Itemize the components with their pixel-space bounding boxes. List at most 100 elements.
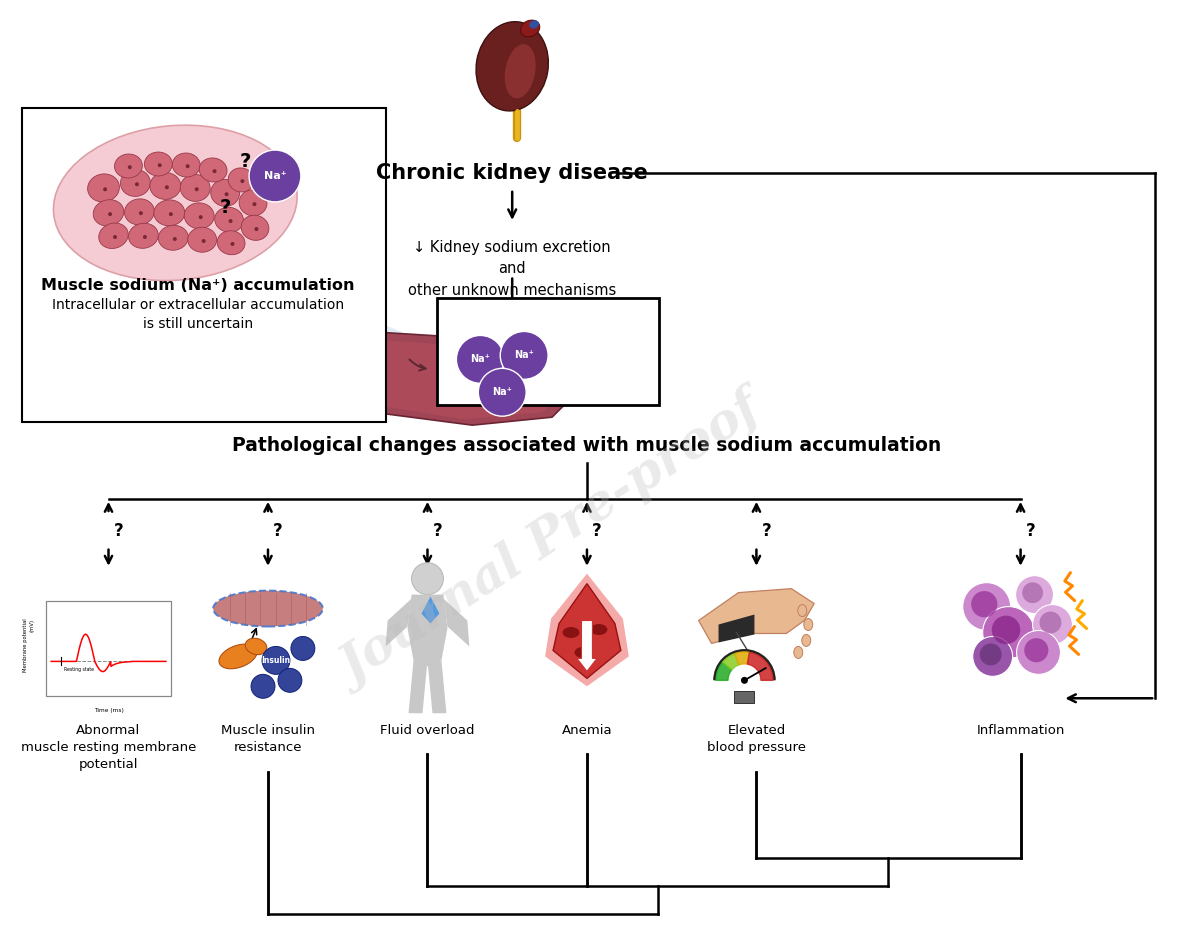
Text: ?: ? <box>239 152 251 170</box>
Text: ?: ? <box>762 522 772 540</box>
Text: ?: ? <box>274 522 283 540</box>
Circle shape <box>983 607 1034 658</box>
Circle shape <box>113 235 116 239</box>
Ellipse shape <box>215 207 244 232</box>
Circle shape <box>262 647 290 674</box>
Circle shape <box>169 212 173 216</box>
Polygon shape <box>385 599 412 647</box>
Circle shape <box>991 616 1020 644</box>
Ellipse shape <box>199 158 227 182</box>
Polygon shape <box>734 652 749 665</box>
Circle shape <box>412 563 444 595</box>
Ellipse shape <box>154 200 185 225</box>
Circle shape <box>173 237 176 241</box>
Circle shape <box>186 164 190 169</box>
FancyBboxPatch shape <box>47 601 170 696</box>
Ellipse shape <box>245 638 266 654</box>
Text: Time (ms): Time (ms) <box>94 707 124 713</box>
Circle shape <box>240 179 245 183</box>
Ellipse shape <box>88 174 120 202</box>
Ellipse shape <box>180 174 210 202</box>
Ellipse shape <box>211 179 240 206</box>
Text: ↓ Kidney sodium excretion
and
other unknown mechanisms: ↓ Kidney sodium excretion and other unkn… <box>408 240 617 298</box>
Polygon shape <box>545 574 629 687</box>
Circle shape <box>230 241 234 246</box>
Ellipse shape <box>120 170 150 196</box>
Ellipse shape <box>529 20 539 28</box>
Polygon shape <box>719 615 755 642</box>
Circle shape <box>979 643 1002 666</box>
FancyBboxPatch shape <box>22 108 385 422</box>
Ellipse shape <box>228 168 254 192</box>
Ellipse shape <box>217 231 245 255</box>
Text: Journal Pre-proof: Journal Pre-proof <box>332 387 772 696</box>
Circle shape <box>251 674 275 698</box>
Circle shape <box>224 192 228 196</box>
Circle shape <box>228 219 233 223</box>
Polygon shape <box>263 273 402 397</box>
Ellipse shape <box>241 215 269 241</box>
Ellipse shape <box>218 644 257 669</box>
Ellipse shape <box>239 189 266 216</box>
Circle shape <box>290 636 314 660</box>
Circle shape <box>962 582 1010 631</box>
Circle shape <box>252 202 257 206</box>
Ellipse shape <box>794 647 803 658</box>
Text: ?: ? <box>592 522 602 540</box>
Ellipse shape <box>575 647 592 658</box>
Ellipse shape <box>54 125 298 280</box>
Circle shape <box>971 591 997 617</box>
Ellipse shape <box>125 199 155 224</box>
Text: Na⁺: Na⁺ <box>264 171 287 181</box>
Circle shape <box>108 212 112 216</box>
Circle shape <box>1025 638 1049 662</box>
Circle shape <box>157 163 162 168</box>
Text: Muscle sodium (Na⁺) accumulation: Muscle sodium (Na⁺) accumulation <box>42 278 355 294</box>
Ellipse shape <box>521 20 540 37</box>
Polygon shape <box>698 589 815 643</box>
Circle shape <box>278 669 302 692</box>
Polygon shape <box>427 660 446 713</box>
Text: ?: ? <box>114 522 124 540</box>
Ellipse shape <box>94 200 124 226</box>
Ellipse shape <box>798 604 806 616</box>
Circle shape <box>479 368 526 416</box>
Text: Pathological changes associated with muscle sodium accumulation: Pathological changes associated with mus… <box>233 436 942 455</box>
Ellipse shape <box>476 22 548 111</box>
Ellipse shape <box>802 634 811 647</box>
Circle shape <box>250 150 301 202</box>
Polygon shape <box>421 597 439 623</box>
Circle shape <box>1022 582 1043 603</box>
FancyBboxPatch shape <box>438 297 659 405</box>
Ellipse shape <box>187 227 217 252</box>
Text: Elevated
blood pressure: Elevated blood pressure <box>707 724 806 754</box>
Circle shape <box>1015 576 1054 614</box>
Ellipse shape <box>158 225 188 250</box>
Ellipse shape <box>114 154 143 178</box>
Text: Na⁺: Na⁺ <box>515 350 534 361</box>
Circle shape <box>199 215 203 219</box>
Circle shape <box>973 636 1013 676</box>
Circle shape <box>500 331 548 380</box>
Circle shape <box>128 165 132 170</box>
Circle shape <box>139 211 143 215</box>
Text: Na⁺: Na⁺ <box>470 354 491 365</box>
Text: Anemia: Anemia <box>562 724 612 737</box>
Text: Fluid overload: Fluid overload <box>380 724 475 737</box>
Circle shape <box>143 235 146 239</box>
Text: Insulin: Insulin <box>262 656 290 665</box>
Text: ?: ? <box>1026 522 1036 540</box>
FancyArrow shape <box>577 620 596 671</box>
Ellipse shape <box>185 203 214 229</box>
Ellipse shape <box>150 172 181 200</box>
FancyBboxPatch shape <box>734 691 755 704</box>
Circle shape <box>134 182 139 187</box>
Polygon shape <box>553 583 620 678</box>
Polygon shape <box>318 392 348 409</box>
Ellipse shape <box>590 624 607 635</box>
Circle shape <box>103 188 107 191</box>
Polygon shape <box>444 599 469 647</box>
Polygon shape <box>408 595 448 667</box>
Polygon shape <box>748 652 773 680</box>
Circle shape <box>1016 631 1061 674</box>
